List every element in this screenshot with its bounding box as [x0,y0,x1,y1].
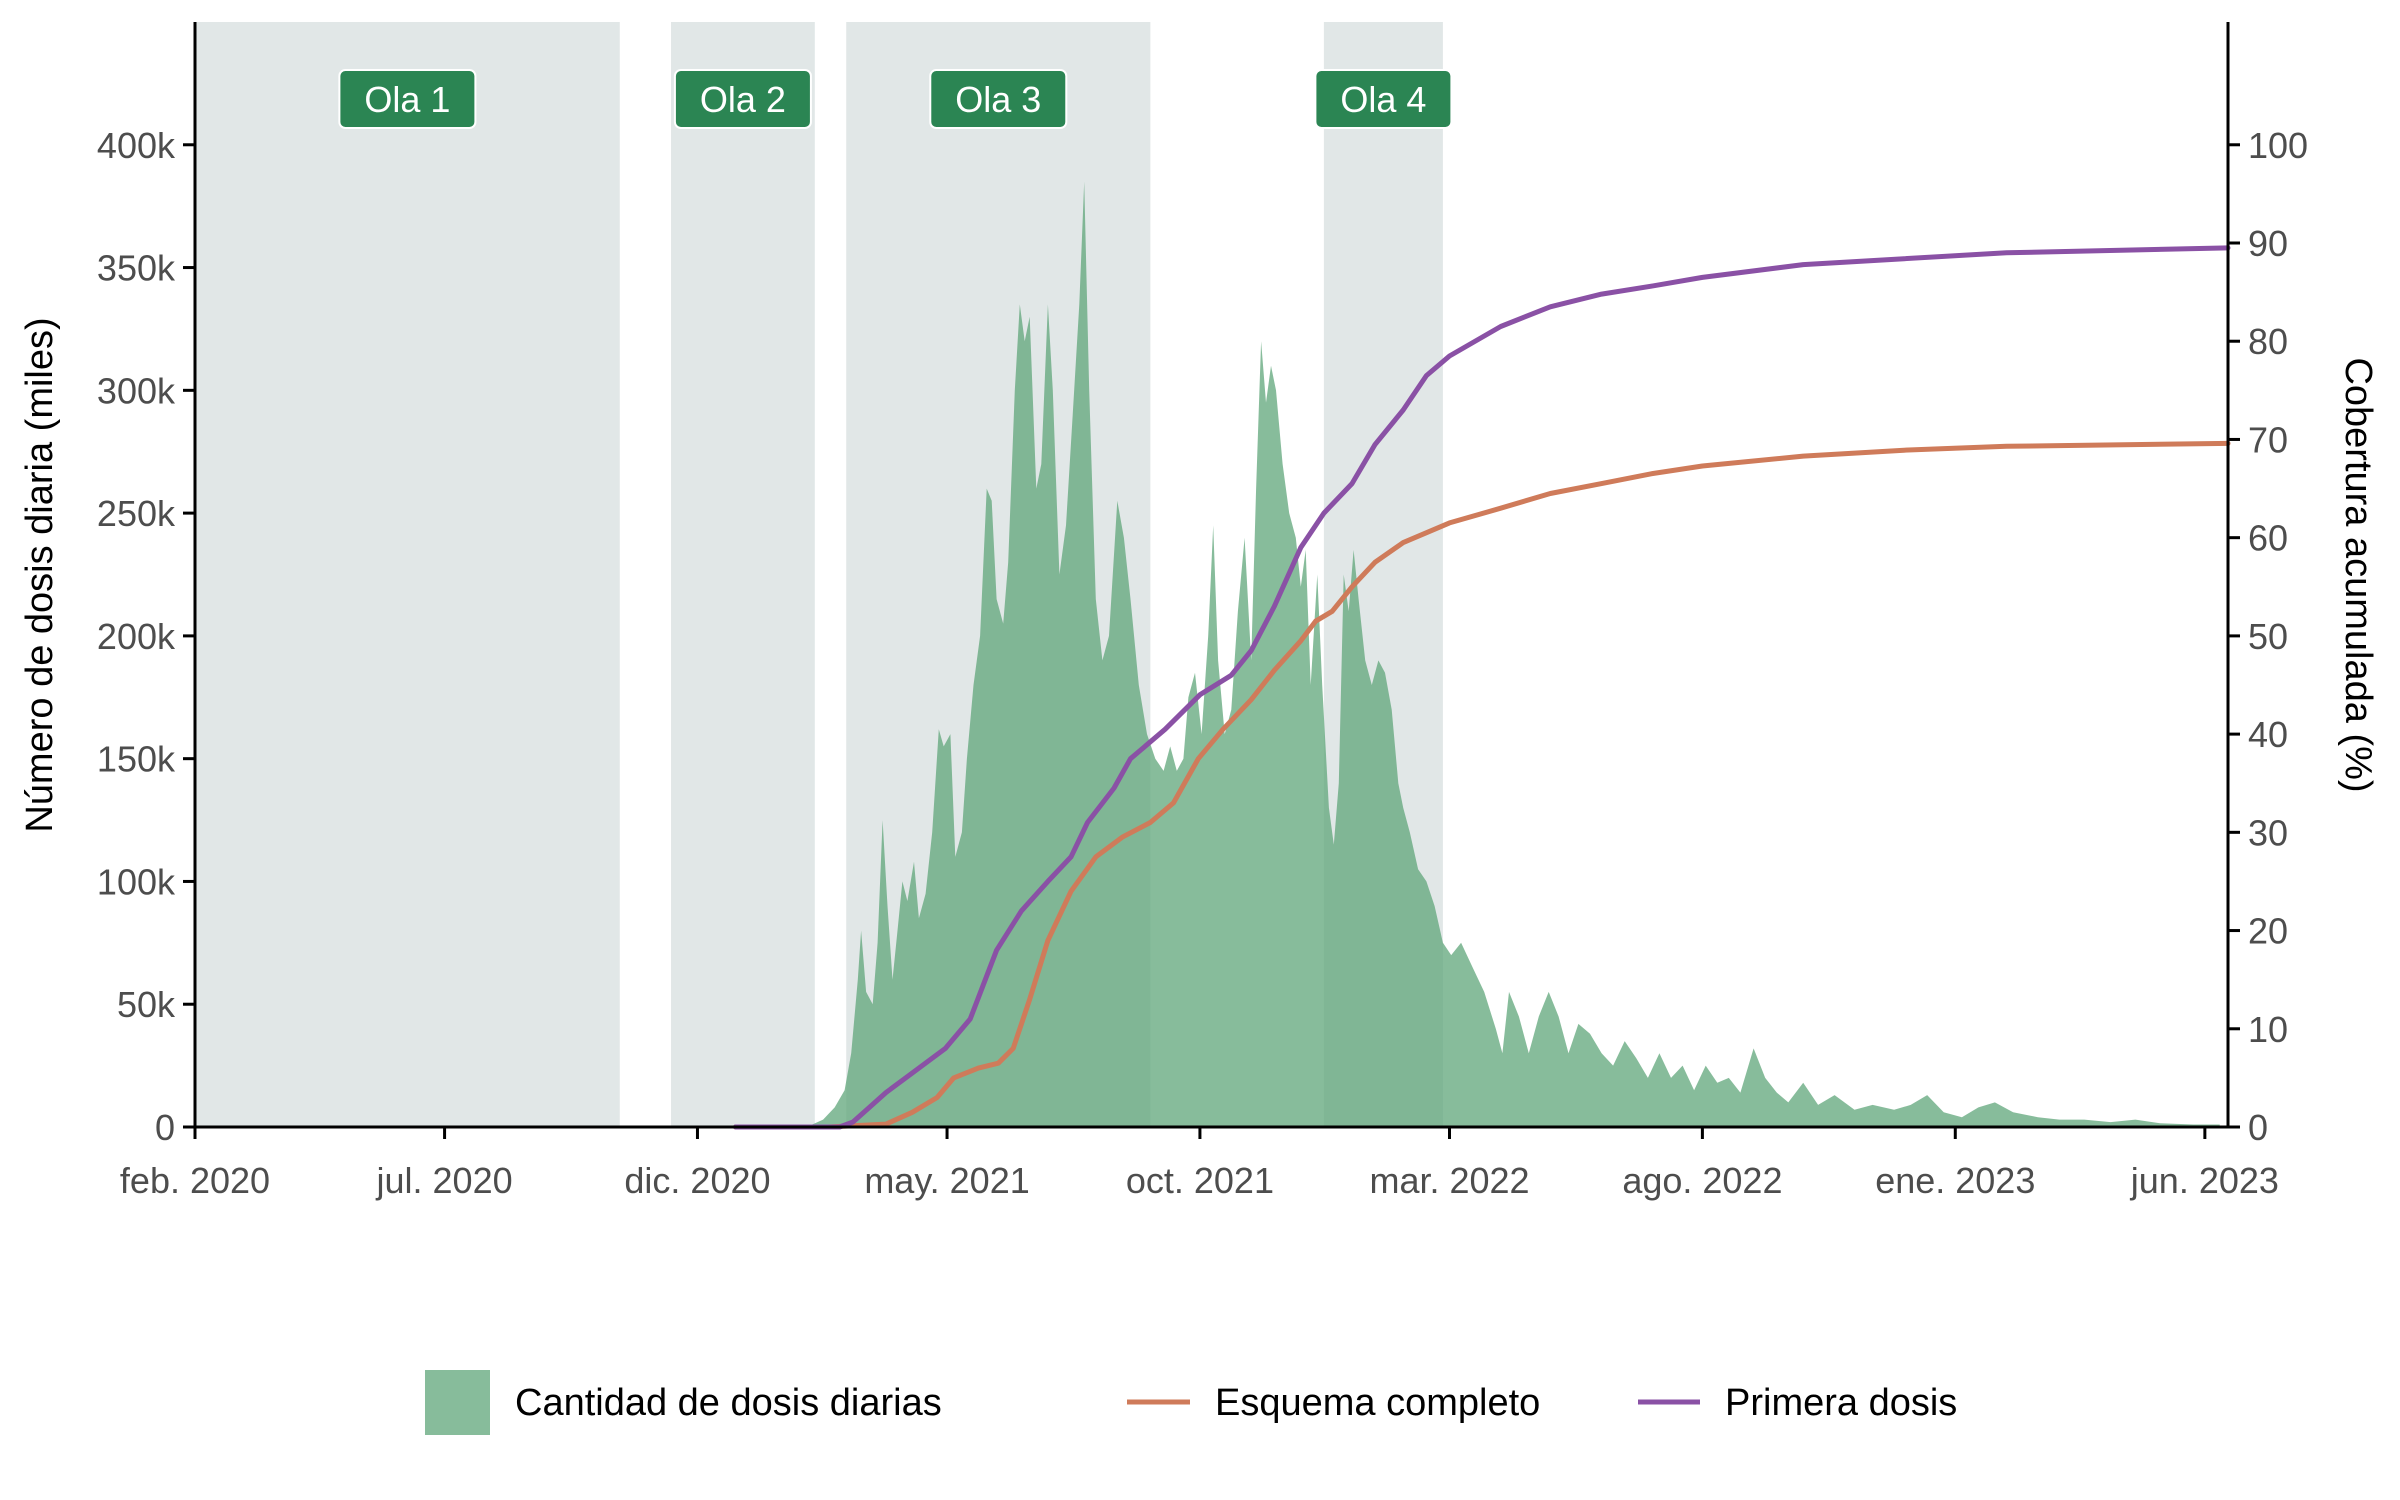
y-left-tick-label: 250k [97,493,176,534]
y-right-tick-label: 10 [2248,1009,2288,1050]
y-left-tick-label: 400k [97,125,176,166]
y-left-tick-label: 0 [155,1107,175,1148]
y-left-tick-label: 100k [97,861,176,902]
y-right-tick-label: 100 [2248,125,2308,166]
y-right-tick-label: 30 [2248,812,2288,853]
wave-label-2: Ola 2 [700,79,786,120]
legend-item-first: Primera dosis [1638,1382,1957,1424]
x-tick-label: jul. 2020 [376,1160,513,1201]
x-tick-label: mar. 2022 [1369,1160,1529,1201]
legend: Cantidad de dosis diarias Esquema comple… [425,1370,1957,1435]
x-tick-label: may. 2021 [864,1160,1029,1201]
y-left-tick-label: 150k [97,739,176,780]
y-right-tick-label: 50 [2248,616,2288,657]
y-right-tick-label: 70 [2248,419,2288,460]
wave-label-box-4 [1314,69,1453,129]
legend-item-complete: Esquema completo [1127,1382,1540,1424]
wave-band-2 [671,22,815,1127]
wave-label-box-3 [929,69,1068,129]
y-right-axis-title: Cobertura acumulada (%) [2337,357,2379,792]
y-right-tick-label: 90 [2248,223,2288,264]
x-tick-label: jun. 2023 [2130,1160,2279,1201]
y-left-tick-label: 200k [97,616,176,657]
wave-label-box-1 [338,69,477,129]
wave-label-3: Ola 3 [955,79,1041,120]
x-tick-label: dic. 2020 [624,1160,770,1201]
y-right-tick-label: 60 [2248,518,2288,559]
legend-item-doses: Cantidad de dosis diarias [425,1370,942,1435]
y-right-tick-label: 80 [2248,321,2288,362]
wave-bands [195,22,1443,1127]
x-tick-label: ene. 2023 [1875,1160,2035,1201]
legend-label-first: Primera dosis [1725,1382,1957,1424]
x-tick-label: feb. 2020 [120,1160,270,1201]
series-area-doses [735,181,2220,1128]
coverage-lines-layer [733,245,2231,1130]
x-tick-label: oct. 2021 [1126,1160,1274,1201]
wave-labels: Ola 1 Ola 2 Ola 3 Ola 4 [338,69,1453,129]
wave-label-4: Ola 4 [1340,79,1426,120]
y-right-tick-label: 40 [2248,714,2288,755]
y-left-tick-label: 350k [97,248,176,289]
wave-label-box-2 [673,69,812,129]
y-left-tick-label: 300k [97,370,176,411]
legend-swatch-doses [425,1370,490,1435]
series-line-complete [733,440,2231,1130]
y-right-tick-label: 20 [2248,911,2288,952]
legend-label-complete: Esquema completo [1215,1382,1540,1424]
wave-label-1: Ola 1 [364,79,450,120]
x-tick-label: ago. 2022 [1622,1160,1782,1201]
axes: feb. 2020 jul. 2020 dic. 2020 may. 2021 oct.… [97,22,2308,1201]
y-right-tick-label: 0 [2248,1107,2268,1148]
series-line-first [733,245,2231,1130]
y-left-tick-label: 50k [117,984,176,1025]
doses-area-layer [735,181,2220,1128]
wave-band-1 [195,22,620,1127]
y-left-axis-title: Número de dosis diaria (miles) [19,317,61,832]
legend-label-doses: Cantidad de dosis diarias [515,1382,942,1424]
